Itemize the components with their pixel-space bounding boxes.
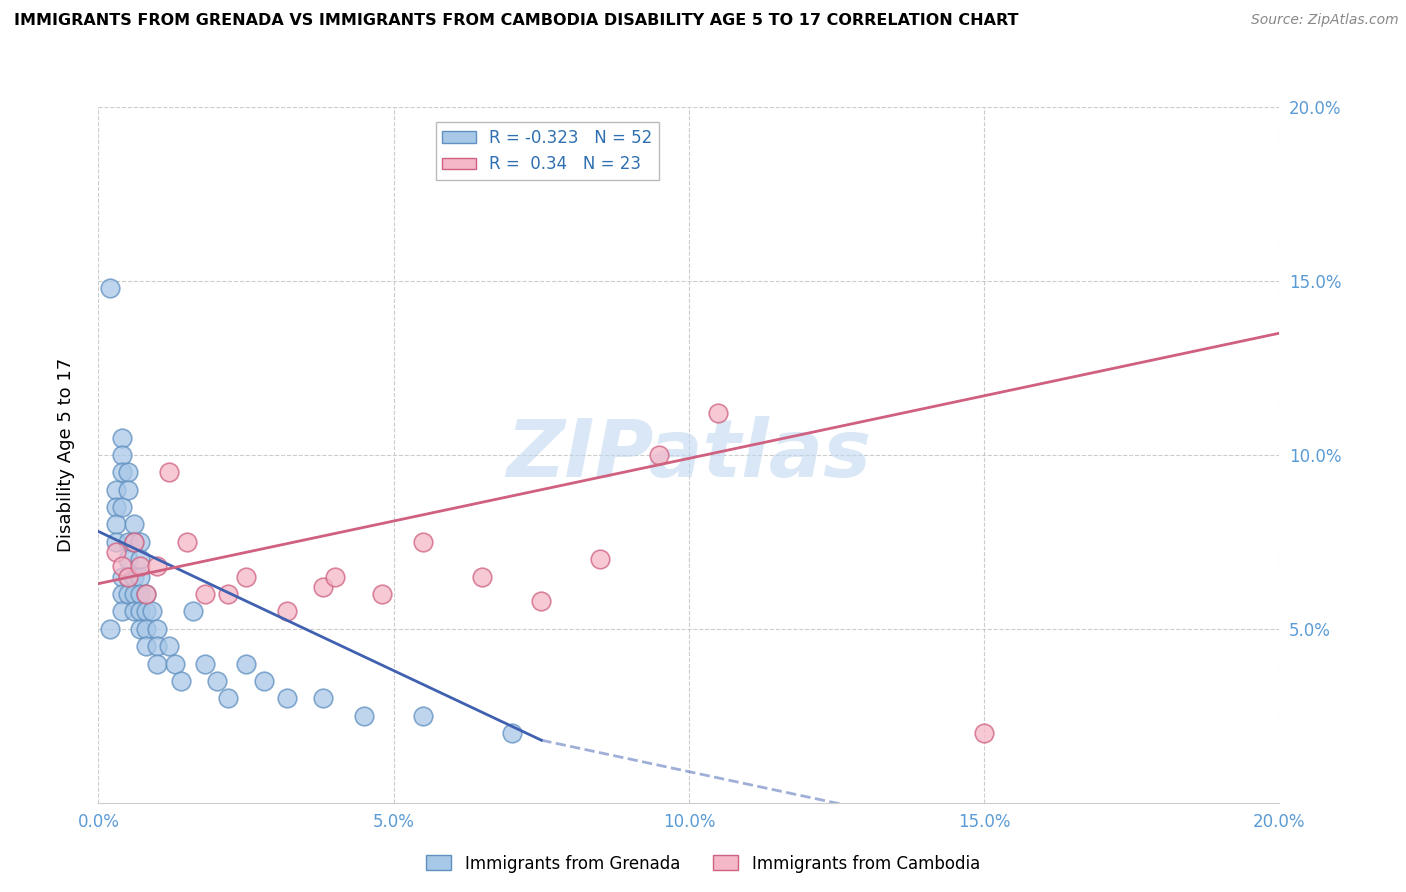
Point bbox=[648, 448, 671, 462]
Point bbox=[181, 605, 204, 619]
Point bbox=[217, 691, 239, 706]
Point bbox=[353, 708, 375, 723]
Point bbox=[371, 587, 394, 601]
Point bbox=[235, 657, 257, 671]
Point bbox=[146, 657, 169, 671]
Point bbox=[135, 639, 157, 653]
Point bbox=[117, 570, 139, 584]
Point bbox=[176, 534, 198, 549]
Point bbox=[105, 545, 128, 559]
Point bbox=[471, 570, 494, 584]
Point bbox=[117, 552, 139, 566]
Point bbox=[589, 552, 612, 566]
Point bbox=[111, 448, 134, 462]
Point bbox=[128, 534, 150, 549]
Point bbox=[128, 587, 150, 601]
Point bbox=[235, 570, 257, 584]
Point bbox=[412, 534, 434, 549]
Point bbox=[111, 431, 134, 445]
Point bbox=[323, 570, 346, 584]
Point bbox=[122, 534, 145, 549]
Point bbox=[135, 605, 157, 619]
Point bbox=[135, 587, 157, 601]
Point bbox=[146, 559, 169, 574]
Point bbox=[122, 587, 145, 601]
Point bbox=[117, 534, 139, 549]
Point bbox=[111, 570, 134, 584]
Point bbox=[312, 691, 335, 706]
Point bbox=[105, 500, 128, 514]
Point bbox=[128, 552, 150, 566]
Point bbox=[128, 570, 150, 584]
Point bbox=[105, 517, 128, 532]
Y-axis label: Disability Age 5 to 17: Disability Age 5 to 17 bbox=[56, 358, 75, 552]
Point bbox=[157, 466, 180, 480]
Text: ZIPatlas: ZIPatlas bbox=[506, 416, 872, 494]
Point bbox=[276, 691, 298, 706]
Point bbox=[117, 570, 139, 584]
Point bbox=[276, 605, 298, 619]
Point bbox=[205, 674, 228, 689]
Point bbox=[117, 587, 139, 601]
Point bbox=[128, 622, 150, 636]
Point bbox=[312, 580, 335, 594]
Point bbox=[707, 406, 730, 420]
Point bbox=[141, 605, 163, 619]
Text: IMMIGRANTS FROM GRENADA VS IMMIGRANTS FROM CAMBODIA DISABILITY AGE 5 TO 17 CORRE: IMMIGRANTS FROM GRENADA VS IMMIGRANTS FR… bbox=[14, 13, 1018, 29]
Point bbox=[98, 622, 121, 636]
Point bbox=[111, 500, 134, 514]
Point bbox=[105, 483, 128, 497]
Point bbox=[973, 726, 995, 740]
Point bbox=[157, 639, 180, 653]
Point bbox=[412, 708, 434, 723]
Legend: Immigrants from Grenada, Immigrants from Cambodia: Immigrants from Grenada, Immigrants from… bbox=[419, 848, 987, 880]
Point bbox=[253, 674, 276, 689]
Point bbox=[117, 483, 139, 497]
Point bbox=[117, 466, 139, 480]
Point bbox=[170, 674, 193, 689]
Point bbox=[111, 466, 134, 480]
Legend: R = -0.323   N = 52, R =  0.34   N = 23: R = -0.323 N = 52, R = 0.34 N = 23 bbox=[436, 122, 659, 180]
Point bbox=[111, 559, 134, 574]
Point bbox=[122, 517, 145, 532]
Point bbox=[128, 605, 150, 619]
Point bbox=[530, 594, 553, 608]
Point bbox=[217, 587, 239, 601]
Point bbox=[165, 657, 187, 671]
Point bbox=[194, 587, 217, 601]
Point bbox=[98, 281, 121, 295]
Point bbox=[501, 726, 523, 740]
Point bbox=[122, 570, 145, 584]
Point bbox=[105, 534, 128, 549]
Point bbox=[122, 605, 145, 619]
Point bbox=[111, 587, 134, 601]
Point bbox=[111, 605, 134, 619]
Point bbox=[135, 587, 157, 601]
Point bbox=[146, 622, 169, 636]
Point bbox=[128, 559, 150, 574]
Point bbox=[135, 622, 157, 636]
Point bbox=[146, 639, 169, 653]
Point bbox=[194, 657, 217, 671]
Text: Source: ZipAtlas.com: Source: ZipAtlas.com bbox=[1251, 13, 1399, 28]
Point bbox=[122, 534, 145, 549]
